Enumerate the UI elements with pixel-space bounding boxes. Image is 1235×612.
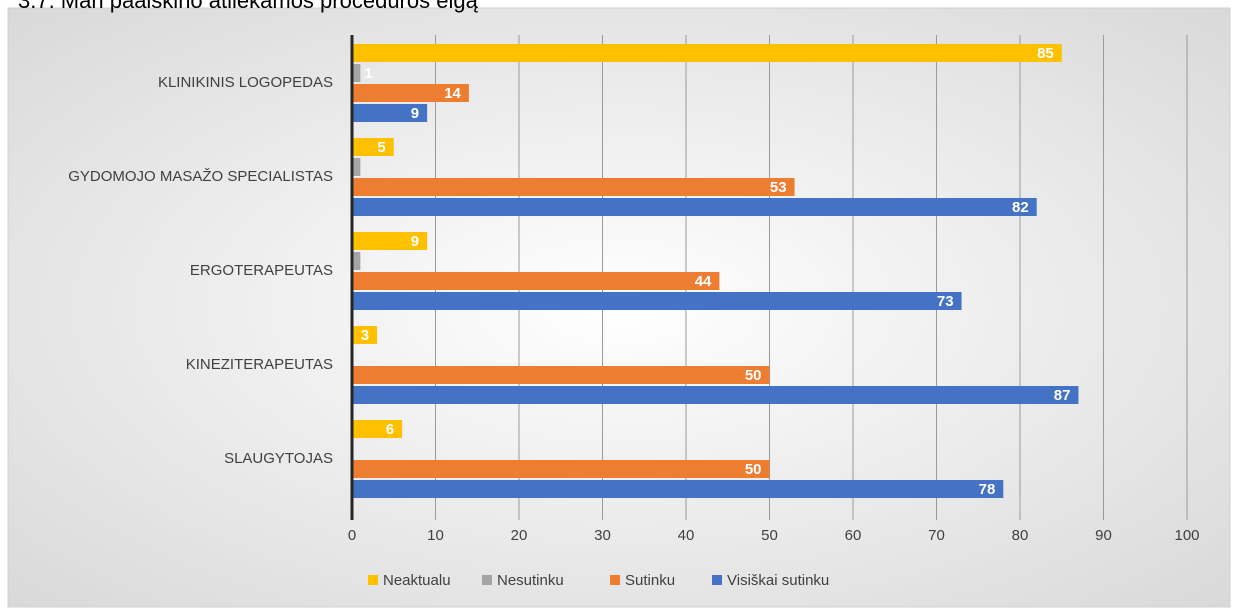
data-label: 73 bbox=[937, 293, 954, 310]
bar bbox=[352, 198, 1037, 216]
bar bbox=[352, 232, 428, 250]
bar bbox=[352, 252, 361, 270]
data-label: 44 bbox=[695, 273, 712, 290]
data-label: 85 bbox=[1037, 45, 1054, 62]
data-label: 6 bbox=[386, 421, 394, 438]
legend-swatch bbox=[610, 575, 620, 585]
legend-label: Sutinku bbox=[625, 572, 675, 589]
bar bbox=[352, 460, 770, 478]
category-label: GYDOMOJO MASAŽO SPECIALISTAS bbox=[68, 168, 333, 185]
bar bbox=[352, 292, 962, 310]
category-label: ERGOTERAPEUTAS bbox=[190, 262, 333, 279]
chart-title: 3.7. Man paaiškino atliekamos procedūros… bbox=[18, 0, 479, 13]
data-label: 9 bbox=[411, 105, 419, 122]
legend-swatch bbox=[368, 575, 378, 585]
data-label: 78 bbox=[979, 481, 996, 498]
bar bbox=[352, 386, 1079, 404]
bar bbox=[352, 138, 394, 156]
legend-label: Nesutinku bbox=[497, 572, 564, 589]
bar bbox=[352, 480, 1004, 498]
category-label: KLINIKINIS LOGOPEDAS bbox=[158, 74, 333, 91]
data-label: 53 bbox=[770, 179, 787, 196]
data-label: 3 bbox=[361, 327, 369, 344]
data-label: 82 bbox=[1012, 199, 1029, 216]
data-label: 50 bbox=[745, 367, 762, 384]
x-tick-label: 40 bbox=[678, 527, 695, 544]
x-tick-label: 50 bbox=[761, 527, 778, 544]
x-tick-label: 60 bbox=[845, 527, 862, 544]
data-label: 14 bbox=[444, 85, 461, 102]
data-label: 50 bbox=[745, 461, 762, 478]
x-tick-label: 0 bbox=[348, 527, 356, 544]
data-label: 9 bbox=[411, 233, 419, 250]
bar bbox=[352, 64, 361, 82]
x-tick-label: 30 bbox=[594, 527, 611, 544]
x-tick-label: 70 bbox=[928, 527, 945, 544]
x-tick-label: 10 bbox=[427, 527, 444, 544]
bar bbox=[352, 326, 378, 344]
data-label: 87 bbox=[1054, 387, 1071, 404]
legend-swatch bbox=[712, 575, 722, 585]
bar bbox=[352, 158, 361, 176]
legend-label: Visiškai sutinku bbox=[727, 572, 829, 589]
data-label: 1 bbox=[364, 65, 372, 82]
x-tick-label: 20 bbox=[511, 527, 528, 544]
bar bbox=[352, 104, 428, 122]
bar bbox=[352, 44, 1062, 62]
category-label: KINEZITERAPEUTAS bbox=[186, 356, 333, 373]
bar bbox=[352, 84, 469, 102]
bar bbox=[352, 420, 403, 438]
category-label: SLAUGYTOJAS bbox=[224, 450, 333, 467]
bar bbox=[352, 178, 795, 196]
bar bbox=[352, 366, 770, 384]
legend-swatch bbox=[482, 575, 492, 585]
bar bbox=[352, 272, 720, 290]
x-tick-label: 90 bbox=[1095, 527, 1112, 544]
x-tick-label: 100 bbox=[1174, 527, 1199, 544]
legend-label: Neaktualu bbox=[383, 572, 451, 589]
data-label: 5 bbox=[377, 139, 385, 156]
x-tick-label: 80 bbox=[1012, 527, 1029, 544]
